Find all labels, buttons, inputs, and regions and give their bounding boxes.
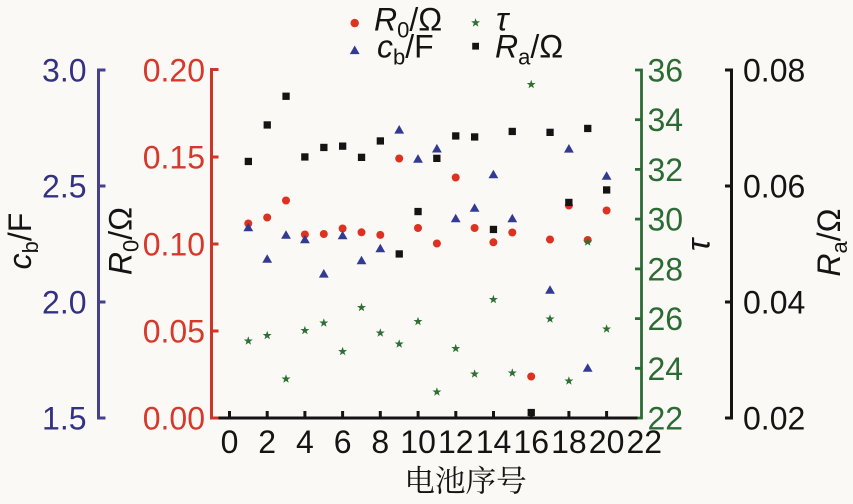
svg-text:26: 26 bbox=[648, 301, 684, 337]
svg-text:Ra​/Ω: Ra​/Ω bbox=[811, 208, 852, 276]
svg-text:0.15: 0.15 bbox=[143, 140, 205, 176]
svg-text:20: 20 bbox=[589, 424, 625, 460]
svg-text:2.5: 2.5 bbox=[42, 169, 86, 205]
svg-text:28: 28 bbox=[648, 251, 684, 287]
svg-text:0.04: 0.04 bbox=[743, 285, 805, 321]
svg-text:1.5: 1.5 bbox=[42, 401, 86, 437]
svg-text:32: 32 bbox=[648, 152, 684, 188]
svg-text:24: 24 bbox=[648, 351, 684, 387]
svg-text:22: 22 bbox=[627, 424, 663, 460]
svg-text:Ra​/Ω: Ra​/Ω bbox=[495, 29, 563, 70]
svg-text:0.10: 0.10 bbox=[143, 227, 205, 263]
svg-text:0.20: 0.20 bbox=[143, 53, 205, 89]
svg-text:cb​/F: cb​/F bbox=[2, 213, 43, 270]
svg-text:36: 36 bbox=[648, 53, 684, 89]
svg-text:3.0: 3.0 bbox=[42, 53, 86, 89]
svg-text:2.0: 2.0 bbox=[42, 285, 86, 321]
svg-text:cb​/F: cb​/F bbox=[377, 29, 434, 70]
svg-text:0.02: 0.02 bbox=[743, 401, 805, 437]
svg-text:0.00: 0.00 bbox=[143, 401, 205, 437]
svg-text:0.08: 0.08 bbox=[743, 53, 805, 89]
svg-text:22: 22 bbox=[648, 401, 684, 437]
svg-text:8: 8 bbox=[371, 424, 389, 460]
svg-text:τ: τ bbox=[680, 236, 717, 251]
svg-text:0.05: 0.05 bbox=[143, 314, 205, 350]
svg-text:2: 2 bbox=[258, 424, 276, 460]
svg-text:16: 16 bbox=[513, 424, 549, 460]
svg-text:34: 34 bbox=[648, 102, 684, 138]
svg-text:4: 4 bbox=[296, 424, 314, 460]
svg-text:30: 30 bbox=[648, 202, 684, 238]
svg-text:12: 12 bbox=[438, 424, 474, 460]
svg-text:R0​/Ω: R0​/Ω bbox=[374, 2, 442, 43]
svg-text:10: 10 bbox=[400, 424, 436, 460]
svg-text:τ: τ bbox=[496, 1, 511, 38]
svg-text:6: 6 bbox=[334, 424, 352, 460]
svg-text:18: 18 bbox=[551, 424, 587, 460]
svg-text:14: 14 bbox=[476, 424, 512, 460]
svg-text:0.06: 0.06 bbox=[743, 169, 805, 205]
svg-text:0: 0 bbox=[221, 424, 239, 460]
svg-text:R0​/Ω: R0​/Ω bbox=[103, 207, 144, 275]
